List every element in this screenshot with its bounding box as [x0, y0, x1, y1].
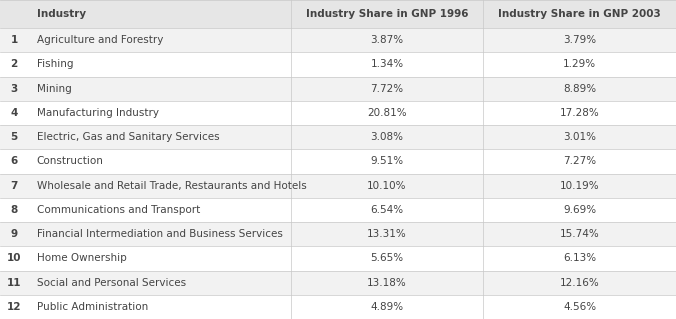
Text: 15.74%: 15.74%: [560, 229, 600, 239]
Text: Mining: Mining: [37, 84, 71, 94]
Text: 4.89%: 4.89%: [370, 302, 404, 312]
Text: 6.54%: 6.54%: [370, 205, 404, 215]
Text: 13.31%: 13.31%: [367, 229, 407, 239]
Text: Industry: Industry: [37, 9, 86, 19]
Text: 1.29%: 1.29%: [563, 59, 596, 70]
Text: 5.65%: 5.65%: [370, 253, 404, 263]
Text: 10.19%: 10.19%: [560, 181, 600, 191]
Text: 12: 12: [7, 302, 22, 312]
Text: 3.87%: 3.87%: [370, 35, 404, 45]
Bar: [0, 222, 676, 246]
Text: 3.08%: 3.08%: [370, 132, 404, 142]
Text: Construction: Construction: [37, 156, 103, 167]
Text: 12.16%: 12.16%: [560, 278, 600, 288]
Text: Financial Intermediation and Business Services: Financial Intermediation and Business Se…: [37, 229, 283, 239]
Bar: [0, 125, 676, 149]
Text: Industry Share in GNP 2003: Industry Share in GNP 2003: [498, 9, 661, 19]
Text: Fishing: Fishing: [37, 59, 73, 70]
Text: 1.34%: 1.34%: [370, 59, 404, 70]
Text: 7: 7: [11, 181, 18, 191]
Text: 9.69%: 9.69%: [563, 205, 596, 215]
Bar: [0, 271, 676, 295]
Text: Public Administration: Public Administration: [37, 302, 148, 312]
Text: 6.13%: 6.13%: [563, 253, 596, 263]
Text: 4: 4: [11, 108, 18, 118]
Text: Electric, Gas and Sanitary Services: Electric, Gas and Sanitary Services: [37, 132, 219, 142]
Text: 11: 11: [7, 278, 22, 288]
Text: Manufacturing Industry: Manufacturing Industry: [37, 108, 158, 118]
Text: 5: 5: [11, 132, 18, 142]
Text: 3: 3: [11, 84, 18, 94]
Text: 3.79%: 3.79%: [563, 35, 596, 45]
Bar: [0, 77, 676, 101]
Text: Communications and Transport: Communications and Transport: [37, 205, 199, 215]
Text: 1: 1: [11, 35, 18, 45]
Bar: [0, 198, 676, 222]
Text: Agriculture and Forestry: Agriculture and Forestry: [37, 35, 163, 45]
Bar: [0, 149, 676, 174]
Text: 17.28%: 17.28%: [560, 108, 600, 118]
Text: 3.01%: 3.01%: [563, 132, 596, 142]
Text: Home Ownership: Home Ownership: [37, 253, 126, 263]
Bar: [0, 246, 676, 271]
Text: 10: 10: [7, 253, 22, 263]
Text: 8.89%: 8.89%: [563, 84, 596, 94]
Bar: [0, 101, 676, 125]
Text: Wholesale and Retail Trade, Restaurants and Hotels: Wholesale and Retail Trade, Restaurants …: [37, 181, 306, 191]
Bar: [0, 52, 676, 77]
Text: 7.72%: 7.72%: [370, 84, 404, 94]
Text: 8: 8: [11, 205, 18, 215]
Bar: [0, 0, 676, 28]
Bar: [0, 28, 676, 52]
Text: 10.10%: 10.10%: [367, 181, 407, 191]
Text: Industry Share in GNP 1996: Industry Share in GNP 1996: [306, 9, 468, 19]
Text: 20.81%: 20.81%: [367, 108, 407, 118]
Text: 4.56%: 4.56%: [563, 302, 596, 312]
Bar: [0, 174, 676, 198]
Text: 13.18%: 13.18%: [367, 278, 407, 288]
Text: 7.27%: 7.27%: [563, 156, 596, 167]
Text: Social and Personal Services: Social and Personal Services: [37, 278, 186, 288]
Text: 2: 2: [11, 59, 18, 70]
Text: 9: 9: [11, 229, 18, 239]
Text: 6: 6: [11, 156, 18, 167]
Text: 9.51%: 9.51%: [370, 156, 404, 167]
Bar: [0, 295, 676, 319]
